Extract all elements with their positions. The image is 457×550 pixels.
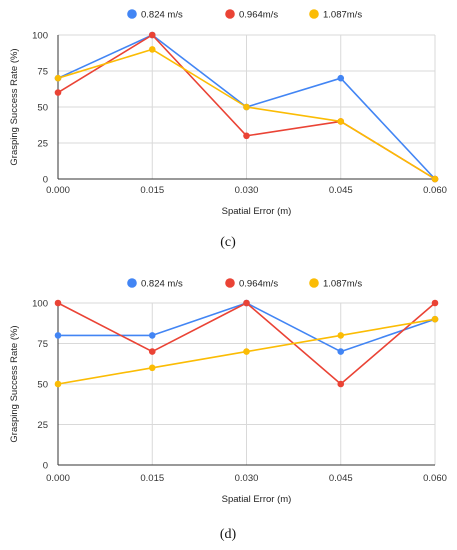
panel-d-legend-marker-2 <box>225 278 235 288</box>
panel-c-legend-marker-3 <box>309 9 319 19</box>
panel-c-series-3-point <box>337 118 345 125</box>
panel-c-series-3-point <box>243 103 250 111</box>
panel-d-x-tick-label: 0.030 <box>235 473 259 484</box>
panel-d-series-2-point <box>148 348 156 355</box>
panel-d-legend-label-3: 1.087m/s <box>323 279 362 290</box>
panel-d-legend-marker-1 <box>127 278 137 288</box>
panel-d-legend-label-2: 0.964m/s <box>239 279 278 290</box>
panel-c-y-tick-label: 25 <box>37 139 48 150</box>
panel-d-series-3-point <box>337 332 345 339</box>
panel-d-y-tick-label: 50 <box>37 380 48 391</box>
panel-d-label: (d) <box>220 527 237 542</box>
panel-c-x-tick-label: 0.015 <box>140 185 164 196</box>
panel-c-x-tick-label: 0.000 <box>46 185 70 196</box>
panel-d-series-3-point <box>54 380 62 388</box>
panel-d-y-tick-label: 25 <box>37 420 48 431</box>
panel-d-x-tick-label: 0.015 <box>140 473 164 484</box>
panel-d-x-tick-label: 0.060 <box>423 473 447 484</box>
panel-c-series-3-point <box>54 74 62 82</box>
panel-d-series-1-point <box>337 348 345 355</box>
panel-c-legend-marker-2 <box>225 9 235 19</box>
panel-d-series-2-point <box>243 299 250 307</box>
panel-c-x-tick-label: 0.045 <box>329 185 353 196</box>
panel-d-y-tick-label: 0 <box>43 461 48 472</box>
panel-c-y-tick-label: 50 <box>37 103 48 114</box>
panel-d-y-tick-label: 100 <box>32 299 48 310</box>
panel-d-y-axis-title: Grasping Success Rate (%) <box>9 325 20 442</box>
panel-c-label: (c) <box>220 235 236 250</box>
panel-c-x-tick-label: 0.030 <box>235 185 259 196</box>
panel-c-y-axis-title: Grasping Success Rate (%) <box>9 48 20 165</box>
panel-c-series-2-point <box>54 89 62 96</box>
panel-d-series-2-point <box>54 299 62 307</box>
panel-d-series-3-point <box>431 315 439 323</box>
panel-c-series-3-point <box>148 46 156 53</box>
panel-d-series-1-point <box>148 332 156 339</box>
panel-c-y-tick-label: 75 <box>37 67 48 78</box>
panel-c-series-1-point <box>337 74 345 82</box>
panel-d-x-tick-label: 0.045 <box>329 473 353 484</box>
panel-c-series-2-point <box>243 132 250 140</box>
panel-c-x-axis-title: Spatial Error (m) <box>222 206 292 217</box>
panel-c-y-tick-label: 0 <box>43 175 48 186</box>
panel-c-y-tick-label: 100 <box>32 31 48 42</box>
panel-d-series-2-point <box>431 299 439 307</box>
panel-c-legend-label-2: 0.964m/s <box>239 10 278 21</box>
panel-d-series-2-point <box>337 380 345 388</box>
panel-d-legend-label-1: 0.824 m/s <box>141 279 183 290</box>
panel-d-series-3-point <box>243 348 250 355</box>
panel-c-legend-marker-1 <box>127 9 137 19</box>
panel-d-series-3-point <box>148 364 156 372</box>
panel-d-series-1-point <box>54 332 62 339</box>
panel-c-legend-label-3: 1.087m/s <box>323 10 362 21</box>
panel-c-legend-label-1: 0.824 m/s <box>141 10 183 21</box>
panel-c-x-tick-label: 0.060 <box>423 185 447 196</box>
panel-d-legend-marker-3 <box>309 278 319 288</box>
panel-c-series-3-point <box>431 175 439 183</box>
panel-c-series-2-point <box>148 31 156 39</box>
panel-d-y-tick-label: 75 <box>37 339 48 350</box>
panel-d-x-tick-label: 0.000 <box>46 473 70 484</box>
panel-d-x-axis-title: Spatial Error (m) <box>222 494 292 505</box>
